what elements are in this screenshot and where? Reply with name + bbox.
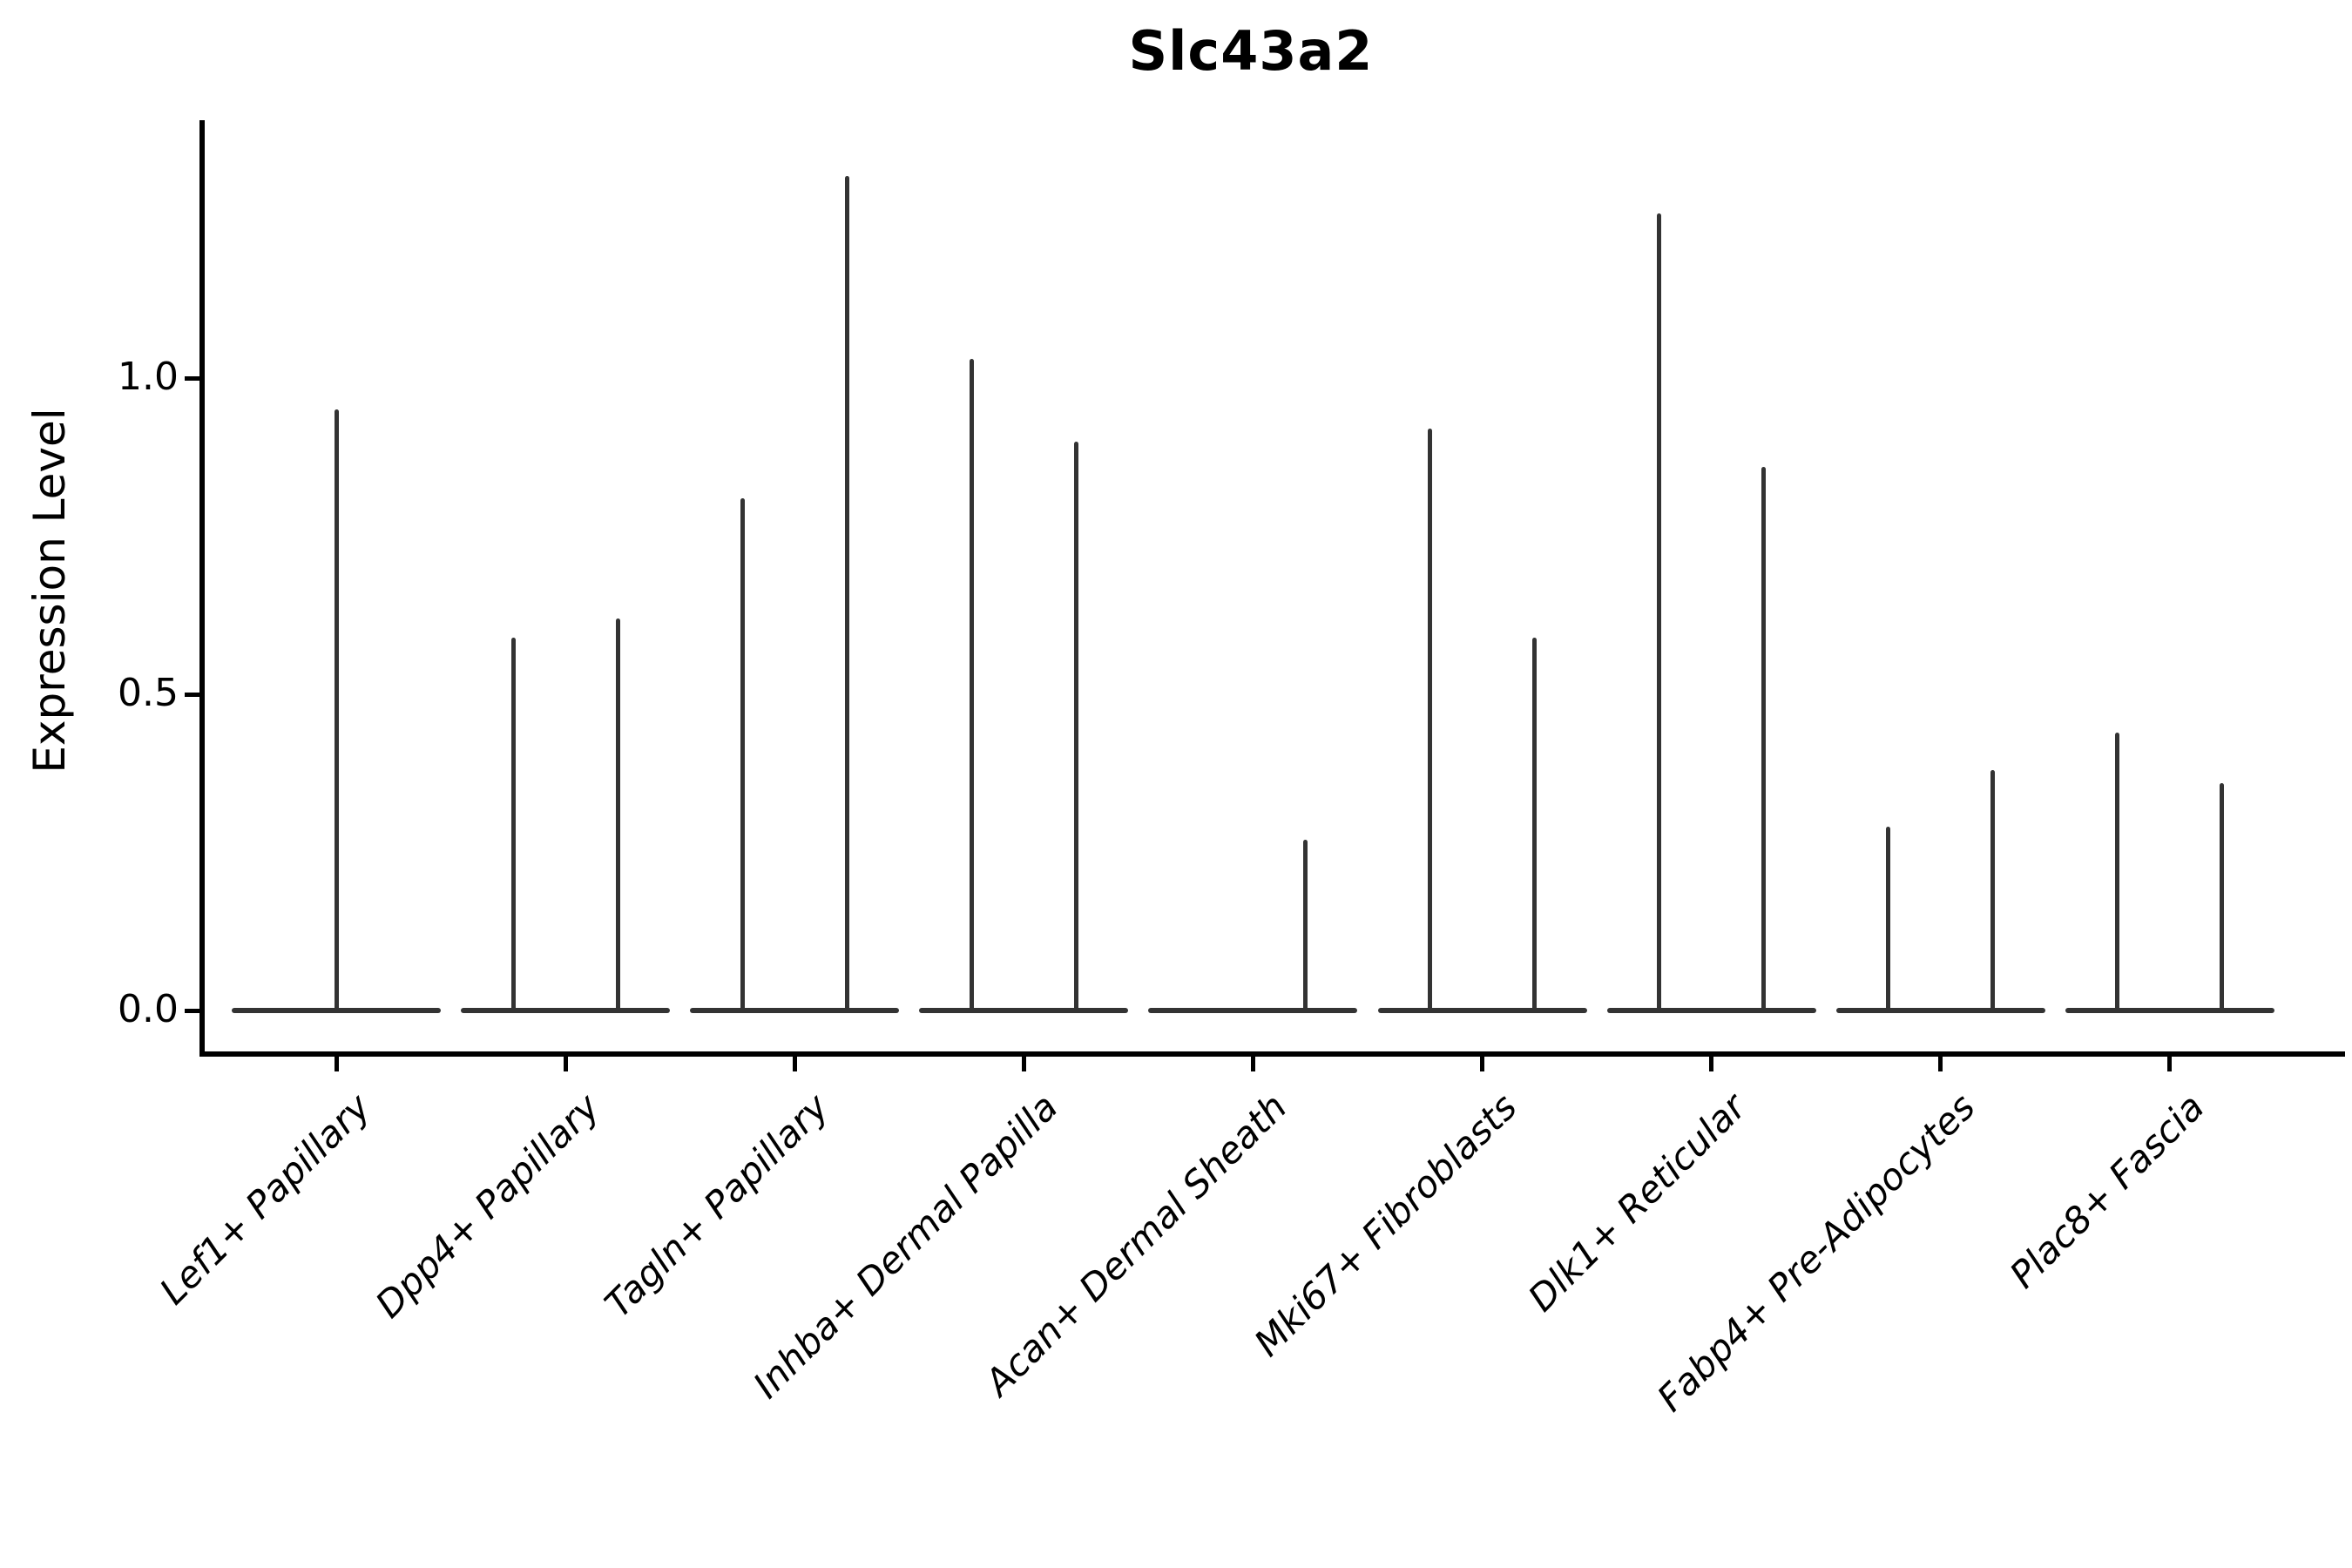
violin-baseline — [690, 1008, 900, 1013]
violin-spike — [1073, 441, 1078, 1010]
violin-spike — [1428, 429, 1432, 1010]
x-tick-label: Mki67+ Fibroblasts — [1245, 1085, 1525, 1365]
violin-baseline — [2065, 1008, 2274, 1013]
x-tick-mark — [1021, 1057, 1026, 1071]
y-tick-label: 0.5 — [118, 671, 179, 715]
x-tick-mark — [1480, 1057, 1484, 1071]
violin-spike — [969, 359, 974, 1010]
violin-spike — [1886, 827, 1891, 1010]
x-tick-label: Fabp4+ Pre-Adipocytes — [1648, 1085, 1984, 1420]
violin-spike — [615, 618, 620, 1010]
x-tick-label: Acan+ Dermal Sheath — [977, 1085, 1296, 1404]
violin-baseline — [1606, 1008, 1816, 1013]
violin-baseline — [461, 1008, 671, 1013]
y-tick-mark — [185, 1008, 201, 1013]
x-tick-label: Tagln+ Papillary — [597, 1085, 837, 1326]
x-tick-label: Plac8+ Fascia — [2001, 1085, 2213, 1297]
violin-baseline — [1377, 1008, 1587, 1013]
violin-spike — [1302, 839, 1308, 1010]
x-tick-mark — [792, 1057, 797, 1071]
violin-spike — [844, 175, 849, 1010]
x-tick-label: Dlk1+ Reticular — [1519, 1085, 1754, 1320]
y-tick-mark — [185, 692, 201, 697]
x-axis-spine — [199, 1051, 2345, 1057]
x-tick-label: Inhba+ Dermal Papilla — [745, 1085, 1066, 1407]
violin-baseline — [919, 1008, 1129, 1013]
x-tick-label: Lef1+ Papillary — [151, 1085, 379, 1313]
x-tick-mark — [334, 1057, 339, 1071]
violin-spike — [2220, 782, 2225, 1010]
violin-spike — [334, 409, 339, 1010]
y-axis-spine — [199, 120, 205, 1057]
x-tick-mark — [1709, 1057, 1714, 1071]
violin-baseline — [232, 1008, 441, 1013]
violin-spike — [1657, 213, 1662, 1010]
violin-baseline — [1835, 1008, 2045, 1013]
plot-title: Slc43a2 — [1128, 19, 1374, 83]
x-tick-label: Dpp4+ Papillary — [367, 1085, 608, 1327]
violin-spike — [740, 497, 745, 1010]
y-tick-label: 0.0 — [118, 987, 179, 1031]
violin-spike — [510, 637, 516, 1010]
violin-baseline — [1148, 1008, 1358, 1013]
x-tick-mark — [1250, 1057, 1255, 1071]
violin-spike — [1990, 770, 1996, 1010]
y-tick-label: 1.0 — [118, 355, 179, 399]
x-tick-mark — [2167, 1057, 2173, 1071]
violin-spike — [2115, 732, 2120, 1010]
x-tick-mark — [563, 1057, 568, 1071]
violin-spike — [1761, 466, 1767, 1010]
x-tick-mark — [1938, 1057, 1943, 1071]
violin-spike — [1532, 637, 1537, 1010]
y-tick-mark — [185, 375, 201, 381]
